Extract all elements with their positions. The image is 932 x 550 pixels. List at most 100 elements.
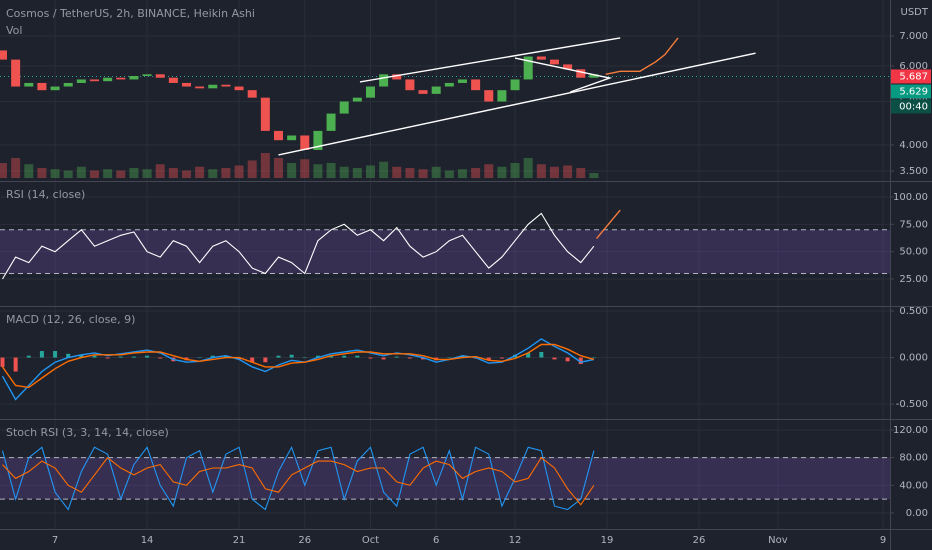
volume-bar bbox=[287, 163, 297, 178]
histogram-bar bbox=[342, 355, 347, 358]
series-line bbox=[2, 212, 595, 280]
volume-bar bbox=[300, 159, 310, 178]
histogram-bar bbox=[197, 357, 202, 359]
histogram-bar bbox=[26, 355, 31, 358]
histogram-bar bbox=[526, 352, 531, 358]
candle bbox=[576, 69, 586, 78]
candle bbox=[549, 59, 559, 65]
trend-drawing bbox=[278, 52, 756, 156]
candle bbox=[76, 79, 86, 83]
volume-bar bbox=[352, 168, 362, 178]
y-tick-label: 4.000 bbox=[899, 140, 928, 151]
y-tick-label: 100.00 bbox=[893, 192, 928, 203]
histogram-bar bbox=[92, 355, 97, 358]
volume-bar bbox=[129, 168, 139, 178]
volume-bar bbox=[63, 170, 73, 178]
x-tick-label: 26 bbox=[693, 535, 706, 546]
x-tick-label: 19 bbox=[601, 535, 614, 546]
histogram-bar bbox=[368, 357, 373, 359]
volume-bar bbox=[536, 164, 546, 178]
candle bbox=[471, 79, 481, 91]
rsi-title: RSI (14, close) bbox=[6, 188, 85, 201]
volume-bar bbox=[76, 166, 86, 178]
histogram-bar bbox=[499, 357, 504, 359]
candle bbox=[418, 90, 428, 94]
volume-bar bbox=[431, 166, 441, 178]
candle bbox=[273, 130, 283, 141]
price-tag bbox=[891, 69, 931, 84]
histogram-bar bbox=[315, 355, 320, 358]
trend-drawing bbox=[514, 57, 613, 93]
histogram-bar bbox=[145, 355, 150, 358]
volume-bar bbox=[50, 169, 60, 178]
candle bbox=[0, 50, 7, 60]
candle bbox=[444, 82, 454, 87]
volume-bar bbox=[0, 163, 7, 178]
histogram-bar bbox=[223, 355, 228, 358]
candle bbox=[536, 56, 546, 60]
y-tick-label: 80.00 bbox=[899, 453, 928, 464]
macd-title: MACD (12, 26, close, 9) bbox=[6, 313, 135, 326]
histogram-bar bbox=[0, 357, 5, 367]
series-line bbox=[1, 343, 595, 389]
candle bbox=[497, 90, 507, 102]
series-line bbox=[2, 456, 595, 506]
price-tag bbox=[891, 84, 931, 99]
x-tick-label: 6 bbox=[433, 535, 439, 546]
histogram-bar bbox=[578, 357, 583, 365]
volume-bar bbox=[365, 165, 375, 178]
volume-bar bbox=[457, 169, 467, 178]
volume-bar bbox=[221, 168, 231, 178]
volume-bar bbox=[510, 163, 520, 178]
volume-bar bbox=[339, 166, 349, 178]
histogram-bar bbox=[79, 354, 84, 358]
histogram-bar bbox=[158, 357, 163, 359]
volume-bar bbox=[260, 153, 270, 178]
histogram-bar bbox=[118, 356, 123, 358]
candle bbox=[89, 79, 99, 82]
candle bbox=[24, 82, 34, 87]
volume-bar bbox=[418, 169, 428, 178]
volume-bar bbox=[471, 168, 481, 178]
histogram-bar bbox=[552, 357, 557, 360]
volume-bar bbox=[142, 169, 152, 178]
histogram-bar bbox=[421, 357, 426, 360]
candle bbox=[300, 135, 310, 150]
volume-bar bbox=[155, 164, 165, 178]
candle bbox=[168, 77, 178, 83]
candle bbox=[142, 74, 152, 76]
candle bbox=[313, 130, 323, 150]
candle bbox=[221, 84, 231, 87]
volume-title: Vol bbox=[6, 24, 22, 37]
histogram-bar bbox=[105, 357, 110, 359]
candle bbox=[431, 86, 441, 94]
y-tick-label: 0.000 bbox=[899, 353, 928, 364]
histogram-bar bbox=[66, 353, 71, 358]
histogram-bar bbox=[237, 357, 242, 360]
candle bbox=[234, 86, 244, 91]
y-tick-label: -0.500 bbox=[896, 399, 928, 410]
histogram-bar bbox=[591, 357, 596, 359]
candle bbox=[287, 135, 297, 141]
volume-bar bbox=[444, 170, 454, 178]
x-tick-label: 9 bbox=[880, 535, 886, 546]
volume-bar bbox=[563, 165, 573, 178]
x-tick-label: 26 bbox=[298, 535, 311, 546]
volume-bar bbox=[392, 166, 402, 178]
histogram-bar bbox=[407, 357, 412, 359]
candle bbox=[589, 74, 599, 78]
histogram-bar bbox=[263, 357, 268, 363]
candle bbox=[563, 64, 573, 70]
volume-bar bbox=[379, 161, 389, 178]
volume-bar bbox=[497, 166, 507, 178]
volume-bar bbox=[576, 168, 586, 178]
candle bbox=[260, 97, 270, 131]
y-tick-label: 120.00 bbox=[893, 425, 928, 436]
histogram-bar bbox=[355, 355, 360, 358]
candle bbox=[195, 86, 205, 89]
y-tick-label: 75.00 bbox=[899, 219, 928, 230]
volume-bar bbox=[37, 168, 47, 178]
histogram-bar bbox=[565, 357, 570, 362]
y-tick-label: 50.00 bbox=[899, 247, 928, 258]
